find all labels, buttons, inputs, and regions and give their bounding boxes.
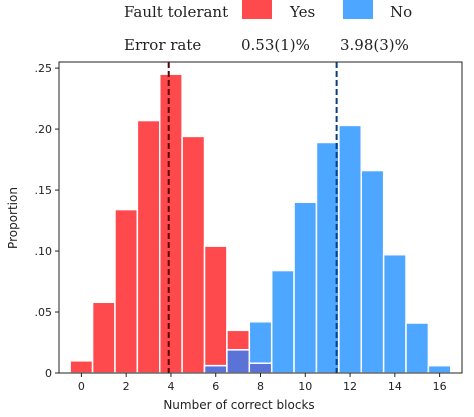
x-tick-label: 6: [212, 380, 219, 393]
bar-overlap-8: [248, 362, 273, 374]
series-no-bars: [203, 124, 452, 374]
x-tick-label: 0: [78, 380, 85, 393]
x-tick-label: 16: [433, 380, 447, 393]
y-tick-label: .10: [35, 245, 53, 258]
bar-no-9: [270, 269, 295, 374]
legend-value-yes: 0.53(1)%: [241, 36, 310, 54]
x-tick-label: 10: [298, 380, 312, 393]
bar-no-11: [315, 141, 340, 374]
bar-no-12: [338, 124, 363, 374]
bar-yes-5: [181, 135, 206, 374]
y-axis-label: Proportion: [6, 187, 20, 249]
legend-row-label: Error rate: [124, 36, 201, 54]
legend: Fault tolerant Yes No Error rate 0.53(1)…: [124, 0, 412, 54]
x-tick-label: 4: [167, 380, 174, 393]
y-tick-label: .05: [35, 306, 53, 319]
x-axis-label: Number of correct blocks: [163, 398, 314, 412]
legend-header-label: Fault tolerant: [124, 3, 228, 21]
legend-swatch-no: [343, 0, 373, 19]
legend-value-no: 3.98(3)%: [340, 36, 409, 54]
bar-no-15: [405, 322, 430, 374]
bar-no-13: [360, 169, 385, 374]
series-yes-bars: [69, 73, 273, 374]
legend-label-yes: Yes: [289, 3, 315, 21]
bar-overlap-7: [226, 349, 251, 374]
y-tick-label: .25: [35, 62, 53, 75]
bar-yes-4: [159, 73, 183, 374]
bar-yes-2: [114, 208, 139, 374]
bar-overlap-6: [203, 364, 228, 374]
y-tick-label: .15: [35, 184, 53, 197]
bar-yes-3: [136, 119, 161, 374]
y-tick-label: 0: [45, 367, 52, 380]
y-tick-label: .20: [35, 123, 53, 136]
x-tick-label: 8: [257, 380, 264, 393]
bar-no-14: [382, 253, 407, 374]
legend-swatch-yes: [242, 0, 272, 19]
axes: 0 2 4 6 8 10 12 14 16 0 .05 .10 .15 .20 .25: [35, 61, 463, 393]
bar-yes-1: [91, 301, 116, 374]
x-tick-label: 14: [388, 380, 402, 393]
bar-yes-0: [69, 360, 94, 374]
x-tick-label: 12: [343, 380, 357, 393]
x-tick-label: 2: [123, 380, 130, 393]
bar-no-16: [427, 364, 452, 374]
bar-no-10: [293, 201, 318, 374]
mean-lines: [167, 62, 338, 373]
bar-yes-6: [203, 245, 228, 374]
legend-label-no: No: [390, 3, 412, 21]
